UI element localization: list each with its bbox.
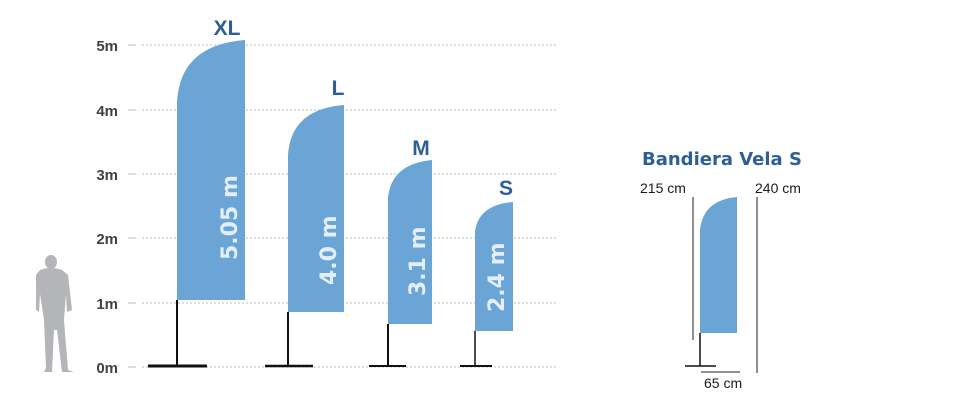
human-silhouette-icon <box>36 255 74 372</box>
flag-l-height: 4.0 m <box>317 215 342 285</box>
flag-width-label: 65 cm <box>704 375 742 391</box>
flag-m-height: 3.1 m <box>406 226 431 296</box>
axis-label-2m: 2m <box>96 231 118 248</box>
flag-xl: 5.05 m XL <box>148 17 245 368</box>
detail-title: Bandiera Vela S <box>642 149 802 170</box>
flag-s-size: S <box>499 177 513 200</box>
flag-xl-size: XL <box>214 17 241 40</box>
total-height-label: 240 cm <box>755 180 801 196</box>
flag-xl-height: 5.05 m <box>218 175 243 260</box>
flag-l-size: L <box>332 77 345 100</box>
detail-panel: Bandiera Vela S 215 cm 240 cm 65 cm <box>640 149 802 391</box>
axis-label-4m: 4m <box>96 103 118 120</box>
axis-label-1m: 1m <box>96 296 118 313</box>
flag-l: 4.0 m L <box>265 77 345 368</box>
flag-s: 2.4 m S <box>460 177 513 367</box>
axis-label-5m: 5m <box>96 38 118 55</box>
axis-label-0m: 0m <box>96 360 118 377</box>
flag-m: 3.1 m M <box>369 137 432 367</box>
flag-m-size: M <box>412 137 430 160</box>
axis-label-3m: 3m <box>96 167 118 184</box>
flag-s-height: 2.4 m <box>485 242 510 312</box>
flag-height-label: 215 cm <box>640 180 686 196</box>
